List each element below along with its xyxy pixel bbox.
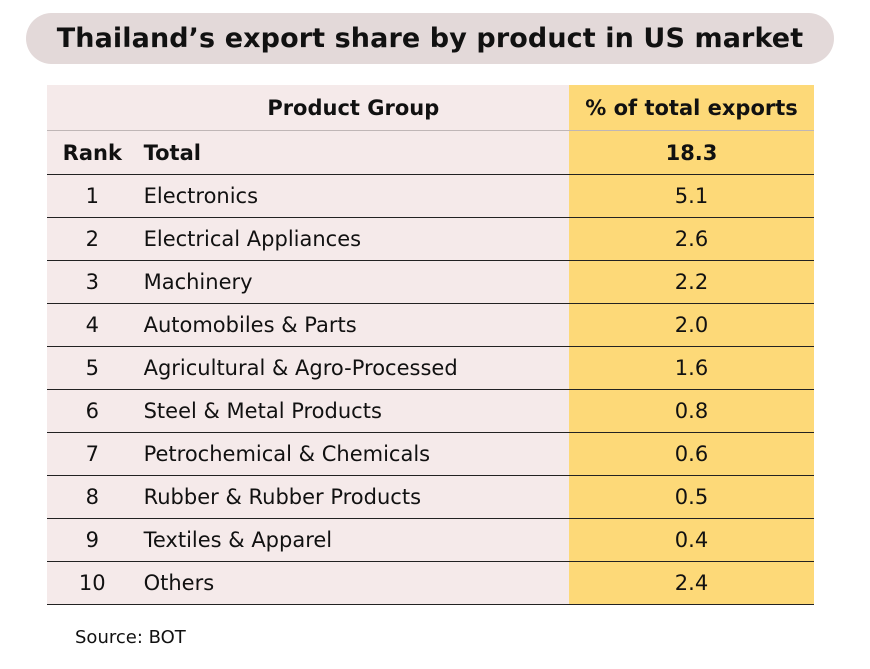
- rank-cell: 6: [47, 389, 138, 433]
- header-product-group: Product Group: [137, 85, 569, 131]
- product-cell: Electronics: [137, 174, 569, 218]
- table-row: 2 Electrical Appliances 2.6: [47, 217, 814, 261]
- rank-cell: 5: [47, 346, 138, 390]
- chart-title: Thailand’s export share by product in US…: [56, 23, 804, 54]
- header-percent-total: % of total exports: [569, 85, 814, 131]
- product-cell: Textiles & Apparel: [137, 518, 569, 562]
- rank-cell: 3: [47, 260, 138, 304]
- total-label: Total: [137, 130, 569, 175]
- table-row: 1 Electronics 5.1: [47, 174, 814, 218]
- rank-cell: 8: [47, 475, 138, 519]
- product-cell: Electrical Appliances: [137, 217, 569, 261]
- value-cell: 2.2: [569, 260, 814, 304]
- rank-label: Rank: [47, 130, 138, 175]
- value-cell: 1.6: [569, 346, 814, 390]
- header-rank: [47, 85, 138, 131]
- product-cell: Machinery: [137, 260, 569, 304]
- product-cell: Automobiles & Parts: [137, 303, 569, 347]
- value-cell: 0.4: [569, 518, 814, 562]
- product-cell: Petrochemical & Chemicals: [137, 432, 569, 476]
- value-cell: 0.8: [569, 389, 814, 433]
- table-row: 5 Agricultural & Agro-Processed 1.6: [47, 346, 814, 390]
- value-cell: 2.6: [569, 217, 814, 261]
- table-row: 4 Automobiles & Parts 2.0: [47, 303, 814, 347]
- rank-cell: 2: [47, 217, 138, 261]
- total-row: Rank Total 18.3: [47, 130, 814, 175]
- value-cell: 0.6: [569, 432, 814, 476]
- product-cell: Others: [137, 561, 569, 605]
- value-cell: 2.4: [569, 561, 814, 605]
- table-header-row: Product Group % of total exports: [47, 85, 814, 131]
- table-row: 10 Others 2.4: [47, 561, 814, 605]
- rank-cell: 9: [47, 518, 138, 562]
- total-value: 18.3: [569, 130, 814, 175]
- value-cell: 0.5: [569, 475, 814, 519]
- value-cell: 2.0: [569, 303, 814, 347]
- product-cell: Steel & Metal Products: [137, 389, 569, 433]
- export-share-table: Product Group % of total exports Rank To…: [47, 85, 814, 605]
- rank-cell: 4: [47, 303, 138, 347]
- source-note: Source: BOT: [75, 627, 186, 648]
- rank-cell: 10: [47, 561, 138, 605]
- table-row: 7 Petrochemical & Chemicals 0.6: [47, 432, 814, 476]
- product-cell: Rubber & Rubber Products: [137, 475, 569, 519]
- table-row: 6 Steel & Metal Products 0.8: [47, 389, 814, 433]
- table-row: 8 Rubber & Rubber Products 0.5: [47, 475, 814, 519]
- value-cell: 5.1: [569, 174, 814, 218]
- rank-cell: 1: [47, 174, 138, 218]
- table-row: 9 Textiles & Apparel 0.4: [47, 518, 814, 562]
- rank-cell: 7: [47, 432, 138, 476]
- title-banner: Thailand’s export share by product in US…: [26, 13, 834, 64]
- table-row: 3 Machinery 2.2: [47, 260, 814, 304]
- product-cell: Agricultural & Agro-Processed: [137, 346, 569, 390]
